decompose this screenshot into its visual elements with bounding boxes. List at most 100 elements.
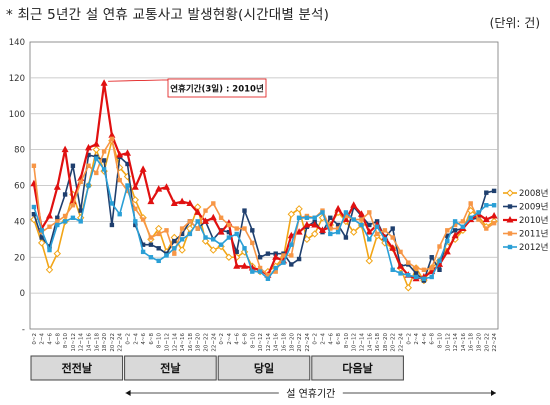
x-tick-label: 8~10 bbox=[344, 333, 350, 349]
data-point bbox=[140, 249, 146, 255]
data-point bbox=[70, 215, 76, 220]
data-point bbox=[92, 140, 100, 147]
x-tick-label: 4~6 bbox=[422, 333, 428, 345]
data-point bbox=[319, 226, 326, 233]
data-point bbox=[140, 242, 146, 247]
data-point bbox=[334, 204, 342, 212]
data-point bbox=[445, 233, 450, 238]
x-tick-label: 16~18 bbox=[188, 333, 194, 352]
data-point bbox=[343, 210, 349, 215]
data-point bbox=[491, 203, 497, 208]
annotation-text: 연휴기간(3일) : 2010년 bbox=[170, 84, 264, 95]
data-point bbox=[31, 212, 37, 217]
x-tick-label: 2~4 bbox=[133, 333, 139, 345]
data-point bbox=[413, 274, 419, 280]
series-line-3 bbox=[32, 82, 495, 280]
data-point bbox=[374, 224, 380, 229]
data-point bbox=[156, 231, 161, 237]
x-tick-label: 10~12 bbox=[258, 333, 264, 352]
data-point bbox=[250, 228, 255, 233]
data-point bbox=[460, 224, 466, 229]
x-tick-label: 20~22 bbox=[204, 333, 210, 352]
data-point bbox=[468, 215, 473, 220]
data-point bbox=[482, 215, 490, 223]
x-tick-label: 0~2 bbox=[32, 333, 38, 345]
data-point bbox=[156, 258, 161, 264]
x-tick-label: 8~10 bbox=[250, 333, 256, 349]
y-tick-label: 120 bbox=[9, 74, 25, 84]
data-point bbox=[437, 258, 442, 264]
data-point bbox=[460, 219, 466, 224]
x-tick-label: 12~14 bbox=[360, 333, 366, 352]
data-point bbox=[413, 265, 419, 271]
data-point bbox=[490, 211, 498, 219]
data-point bbox=[406, 272, 411, 278]
data-point bbox=[295, 228, 303, 235]
data-point bbox=[350, 201, 358, 208]
data-point bbox=[295, 205, 303, 213]
data-point bbox=[312, 215, 317, 220]
data-point bbox=[148, 235, 154, 240]
x-tick-label: 22~24 bbox=[305, 333, 311, 352]
group-label: 전전날 bbox=[62, 361, 92, 375]
data-point bbox=[335, 229, 341, 235]
data-point bbox=[437, 267, 442, 273]
x-tick-label: 16~18 bbox=[469, 333, 475, 352]
data-point bbox=[101, 167, 107, 172]
data-point bbox=[359, 222, 364, 228]
x-tick-label: 14~16 bbox=[274, 333, 280, 352]
data-point bbox=[451, 231, 459, 239]
x-tick-label: 10~12 bbox=[352, 333, 358, 352]
x-tick-label: 8~10 bbox=[157, 333, 163, 349]
data-point bbox=[78, 208, 83, 213]
data-point bbox=[382, 228, 388, 233]
y-tick-label: 0 bbox=[20, 289, 25, 299]
x-tick-label: 6~8 bbox=[55, 333, 61, 345]
data-point bbox=[203, 235, 208, 240]
x-tick-label: 6~8 bbox=[243, 333, 249, 345]
x-tick-label: 0~2 bbox=[406, 333, 412, 345]
data-point bbox=[37, 239, 46, 247]
data-point bbox=[491, 188, 497, 194]
x-tick-label: 0~2 bbox=[313, 333, 319, 345]
data-point bbox=[53, 183, 61, 190]
x-tick-label: 20~22 bbox=[297, 333, 303, 352]
data-point bbox=[147, 197, 155, 205]
data-point bbox=[62, 213, 68, 219]
data-point bbox=[55, 215, 60, 220]
group-label: 당일 bbox=[254, 361, 274, 375]
y-tick-label: 80 bbox=[14, 146, 25, 156]
data-point bbox=[202, 217, 209, 224]
data-point bbox=[86, 163, 91, 168]
data-point bbox=[187, 219, 193, 224]
data-point bbox=[209, 246, 218, 254]
data-point bbox=[172, 251, 177, 256]
data-point bbox=[359, 217, 364, 222]
x-tick-label: 16~18 bbox=[94, 333, 100, 352]
data-point bbox=[61, 145, 69, 153]
data-point bbox=[421, 267, 427, 273]
data-point bbox=[257, 265, 263, 271]
x-tick-label: 6~8 bbox=[149, 333, 155, 345]
data-point bbox=[398, 249, 403, 255]
x-tick-label: 8~10 bbox=[63, 333, 69, 349]
data-point bbox=[125, 188, 130, 194]
data-point bbox=[78, 179, 83, 185]
x-tick-label: 16~18 bbox=[375, 333, 381, 352]
data-point bbox=[265, 276, 271, 281]
data-point bbox=[226, 235, 232, 240]
data-point bbox=[250, 240, 255, 246]
data-point bbox=[109, 136, 115, 142]
data-point bbox=[53, 249, 62, 258]
data-point bbox=[484, 226, 489, 231]
data-point bbox=[242, 208, 247, 213]
data-point bbox=[203, 208, 208, 213]
data-point bbox=[367, 237, 372, 242]
data-point bbox=[272, 253, 280, 260]
data-point bbox=[218, 215, 224, 220]
y-tick-label: 40 bbox=[14, 217, 25, 227]
data-point bbox=[365, 257, 374, 265]
data-point bbox=[125, 183, 130, 188]
data-point bbox=[304, 215, 310, 220]
data-point bbox=[390, 226, 395, 231]
